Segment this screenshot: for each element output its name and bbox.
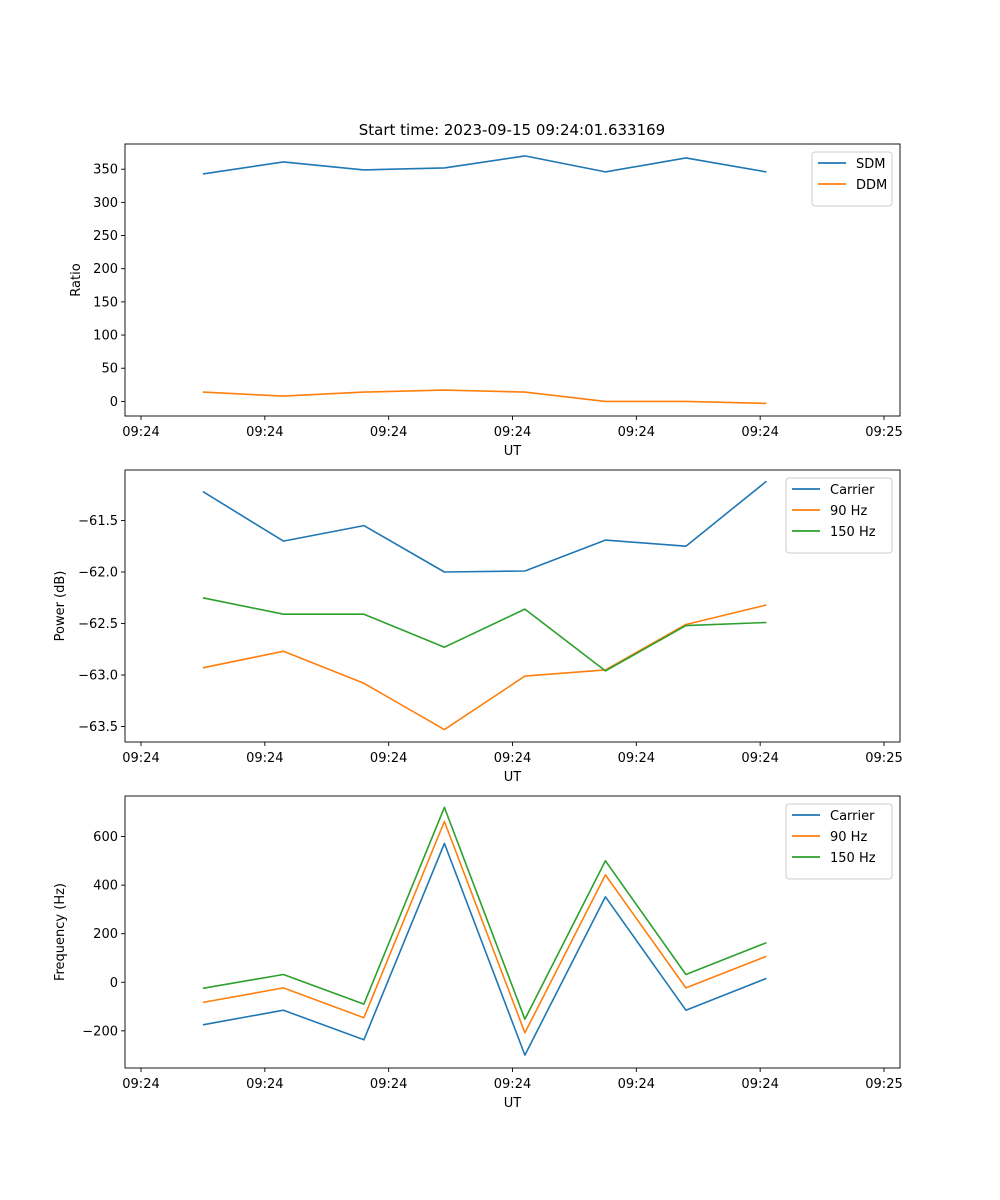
x-tick-label: 09:24 bbox=[494, 425, 531, 440]
legend-label: 90 Hz bbox=[830, 504, 867, 519]
legend: SDM DDM bbox=[811, 151, 893, 207]
x-tick-label: 09:24 bbox=[246, 425, 283, 440]
series-line-150-hz bbox=[202, 806, 767, 1021]
x-axis-label: UT bbox=[504, 770, 522, 785]
x-tick-label: 09:24 bbox=[618, 1077, 655, 1092]
x-tick-label: 09:24 bbox=[370, 751, 407, 766]
legend-label: DDM bbox=[856, 178, 887, 193]
y-tick-label: 50 bbox=[101, 362, 118, 377]
y-tick-label: −200 bbox=[82, 1024, 118, 1039]
y-axis-label: Ratio bbox=[69, 263, 84, 296]
x-tick-label: 09:24 bbox=[122, 751, 159, 766]
y-tick-label: −62.0 bbox=[78, 566, 118, 581]
x-tick-label: 09:24 bbox=[618, 751, 655, 766]
x-tick-label: 09:25 bbox=[865, 751, 902, 766]
y-tick-label: 400 bbox=[93, 879, 118, 894]
legend: Carrier 90 Hz 150 Hz bbox=[785, 477, 893, 554]
y-tick-label: −61.5 bbox=[78, 514, 118, 529]
legend-label: Carrier bbox=[830, 809, 875, 824]
x-tick-label: 09:24 bbox=[741, 1077, 778, 1092]
series-line-ddm bbox=[202, 389, 767, 405]
legend-label: SDM bbox=[856, 157, 885, 172]
chart-panel-1: 09:24 09:24 09:24 09:24 09:24 09:24 09:25 0 50 10… bbox=[69, 143, 903, 459]
legend: Carrier 90 Hz 150 Hz bbox=[785, 803, 893, 880]
x-axis-label: UT bbox=[504, 444, 522, 459]
series-line-carrier bbox=[202, 842, 767, 1056]
y-tick-label: 200 bbox=[93, 262, 118, 277]
y-tick-label: 150 bbox=[93, 295, 118, 310]
y-tick-label: −63.0 bbox=[78, 669, 118, 684]
series-line-carrier bbox=[202, 480, 767, 573]
y-tick-label: 350 bbox=[93, 163, 118, 178]
chart-panel-2: 09:24 09:24 09:24 09:24 09:24 09:24 09:25 −63.5… bbox=[53, 469, 903, 785]
legend-box bbox=[785, 477, 893, 554]
legend-label: Carrier bbox=[830, 483, 875, 498]
y-axis-label: Power (dB) bbox=[53, 571, 68, 642]
series-line-150-hz bbox=[202, 597, 767, 672]
x-tick-label: 09:24 bbox=[122, 1077, 159, 1092]
x-tick-label: 09:24 bbox=[246, 751, 283, 766]
legend-label: 150 Hz bbox=[830, 525, 876, 540]
x-tick-label: 09:25 bbox=[865, 425, 902, 440]
legend-label: 150 Hz bbox=[830, 851, 876, 866]
y-tick-label: 100 bbox=[93, 329, 118, 344]
legend-box bbox=[811, 151, 893, 207]
legend-label: 90 Hz bbox=[830, 830, 867, 845]
y-tick-label: 250 bbox=[93, 229, 118, 244]
x-tick-label: 09:25 bbox=[865, 1077, 902, 1092]
y-tick-label: −63.5 bbox=[78, 720, 118, 735]
x-axis-label: UT bbox=[504, 1096, 522, 1111]
y-tick-label: 0 bbox=[110, 395, 118, 410]
x-tick-label: 09:24 bbox=[494, 1077, 531, 1092]
series-line-sdm bbox=[202, 155, 767, 175]
x-tick-label: 09:24 bbox=[741, 425, 778, 440]
y-tick-label: −62.5 bbox=[78, 617, 118, 632]
figure-title: Start time: 2023-09-15 09:24:01.633169 bbox=[359, 121, 665, 139]
x-tick-label: 09:24 bbox=[122, 425, 159, 440]
y-tick-label: 600 bbox=[93, 830, 118, 845]
x-tick-label: 09:24 bbox=[370, 425, 407, 440]
x-tick-label: 09:24 bbox=[741, 751, 778, 766]
x-tick-label: 09:24 bbox=[618, 425, 655, 440]
x-tick-label: 09:24 bbox=[246, 1077, 283, 1092]
x-tick-label: 09:24 bbox=[494, 751, 531, 766]
x-tick-label: 09:24 bbox=[370, 1077, 407, 1092]
y-tick-label: 0 bbox=[110, 976, 118, 991]
series-line-90-hz bbox=[202, 604, 767, 731]
legend-box bbox=[785, 803, 893, 880]
y-tick-label: 200 bbox=[93, 927, 118, 942]
y-axis-label: Frequency (Hz) bbox=[53, 883, 68, 981]
y-tick-label: 300 bbox=[93, 196, 118, 211]
series-line-90-hz bbox=[202, 820, 767, 1034]
chart-panel-3: 09:24 09:24 09:24 09:24 09:24 09:24 09:25 −200 0… bbox=[53, 795, 903, 1111]
